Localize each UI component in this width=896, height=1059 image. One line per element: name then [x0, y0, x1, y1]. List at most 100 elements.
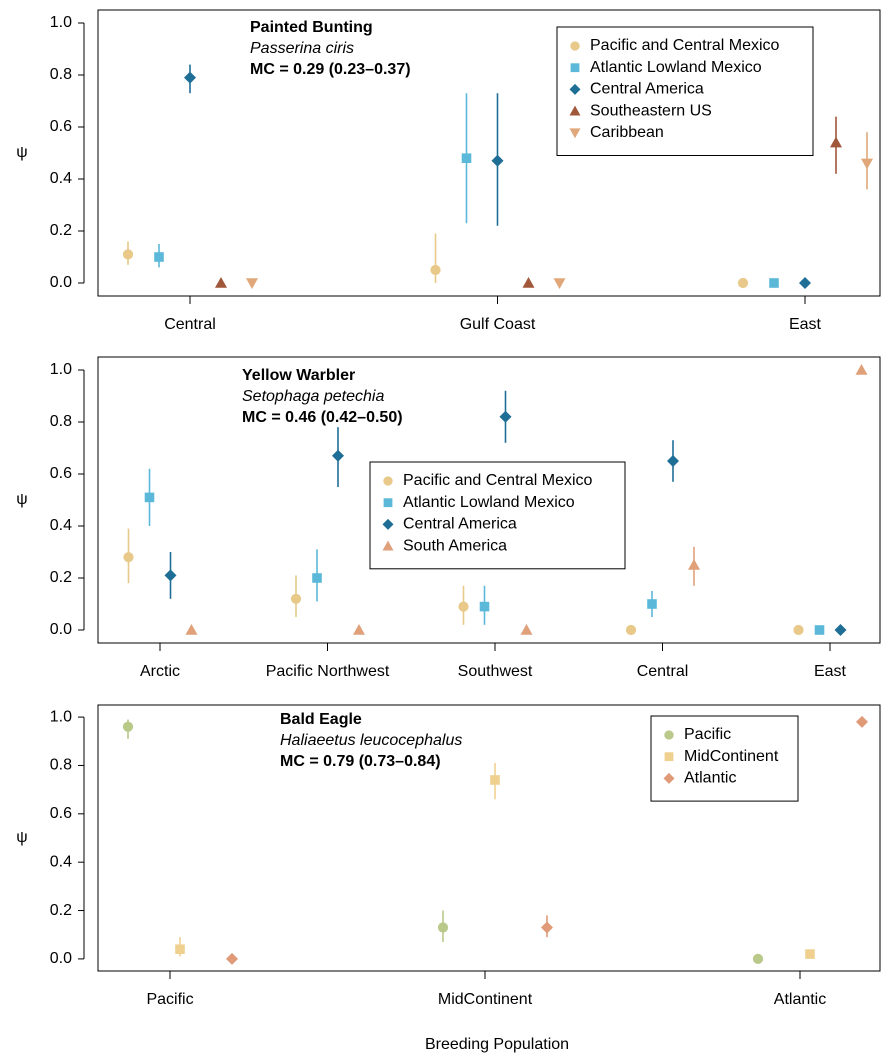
marker	[430, 265, 440, 275]
marker	[492, 155, 504, 167]
panel-annotation: MC = 0.79 (0.73–0.84)	[280, 753, 441, 770]
legend-label: Atlantic Lowland Mexico	[590, 59, 762, 76]
figure: 0.0 0.2 0.4 0.6 0.8 1.0 ψ Central Gulf Coast East…	[0, 0, 896, 1054]
marker	[571, 63, 580, 72]
y-tick-label: 0.2	[50, 569, 72, 586]
marker	[665, 752, 674, 761]
marker	[500, 411, 512, 423]
marker	[165, 569, 177, 581]
x-tick-label: MidContinent	[438, 991, 533, 1008]
marker	[815, 625, 825, 635]
marker	[856, 716, 868, 728]
x-tick-label: Central	[164, 316, 216, 333]
x-tick-label: Gulf Coast	[460, 316, 536, 333]
x-tick-label: Central	[637, 663, 689, 680]
marker	[523, 277, 535, 288]
marker	[291, 594, 301, 604]
marker	[861, 159, 873, 170]
x-tick-label: East	[814, 663, 847, 680]
marker	[458, 602, 468, 612]
marker	[332, 450, 344, 462]
marker	[805, 949, 815, 959]
marker	[753, 954, 763, 964]
x-tick-label: Arctic	[140, 663, 180, 680]
panel-title: Bald Eagle	[280, 711, 362, 728]
marker	[521, 624, 533, 635]
panel-annotation: MC = 0.46 (0.42–0.50)	[242, 409, 403, 426]
x-tick-label: East	[789, 316, 822, 333]
legend-label: Pacific and Central Mexico	[403, 472, 593, 489]
legend-label: MidContinent	[684, 748, 779, 765]
x-tick-label: Southwest	[458, 663, 533, 680]
marker	[541, 921, 553, 933]
marker	[799, 277, 811, 289]
marker	[145, 493, 155, 503]
marker	[353, 624, 365, 635]
marker	[184, 72, 196, 84]
panel-subtitle: Haliaeetus leucocephalus	[280, 732, 462, 749]
y-tick-label: 0.4	[50, 517, 72, 534]
y-tick-label: 1.0	[50, 708, 72, 725]
y-tick-label: 0.8	[50, 413, 72, 430]
legend-label: Southeastern US	[590, 102, 712, 119]
marker	[835, 624, 847, 636]
y-tick-label: 0.2	[50, 222, 72, 239]
marker	[667, 455, 679, 467]
x-tick-label: Atlantic	[774, 991, 826, 1008]
marker	[123, 552, 133, 562]
legend-label: Pacific	[684, 726, 731, 743]
y-tick-label: 1.0	[50, 361, 72, 378]
marker	[246, 278, 258, 289]
legend-label: Atlantic	[684, 770, 736, 787]
y-axis-label: ψ	[16, 491, 27, 508]
marker	[626, 625, 636, 635]
y-tick-label: 0.4	[50, 853, 72, 870]
y-tick-label: 0.2	[50, 902, 72, 919]
marker	[384, 498, 393, 507]
marker	[175, 944, 185, 954]
panel-title: Yellow Warbler	[242, 367, 355, 384]
marker	[312, 573, 322, 583]
marker	[215, 277, 227, 288]
y-tick-label: 0.6	[50, 465, 72, 482]
marker	[462, 153, 472, 163]
marker	[480, 602, 490, 612]
panel-subtitle: Setophaga petechia	[242, 388, 384, 405]
x-tick-label: Pacific	[146, 991, 193, 1008]
marker	[570, 41, 579, 50]
y-axis-label: ψ	[16, 829, 27, 846]
y-axis-label: ψ	[16, 144, 27, 161]
legend-label: Central America	[590, 81, 704, 98]
marker	[226, 953, 238, 965]
y-tick-label: 0.0	[50, 274, 72, 291]
marker	[554, 278, 566, 289]
marker	[438, 922, 448, 932]
marker	[383, 476, 392, 485]
marker	[688, 559, 700, 570]
marker	[664, 730, 673, 739]
panel-subtitle: Passerina ciris	[250, 40, 354, 57]
legend-label: South America	[403, 537, 507, 554]
marker	[647, 599, 657, 609]
x-tick-label: Pacific Northwest	[266, 663, 390, 680]
marker	[793, 625, 803, 635]
y-tick-label: 0.8	[50, 66, 72, 83]
marker	[490, 775, 500, 785]
y-tick-label: 0.0	[50, 950, 72, 967]
y-tick-label: 1.0	[50, 14, 72, 31]
legend-label: Atlantic Lowland Mexico	[403, 494, 575, 511]
marker	[738, 278, 748, 288]
legend-label: Central America	[403, 516, 517, 533]
marker	[856, 364, 868, 375]
legend-label: Caribbean	[590, 124, 664, 141]
marker	[186, 624, 198, 635]
marker	[123, 722, 133, 732]
x-axis-label: Breeding Population	[425, 1036, 569, 1053]
marker	[769, 278, 779, 288]
y-tick-label: 0.0	[50, 621, 72, 638]
y-tick-label: 0.6	[50, 118, 72, 135]
marker	[154, 252, 164, 262]
panel-annotation: MC = 0.29 (0.23–0.37)	[250, 61, 411, 78]
marker	[123, 249, 133, 259]
y-tick-label: 0.4	[50, 170, 72, 187]
